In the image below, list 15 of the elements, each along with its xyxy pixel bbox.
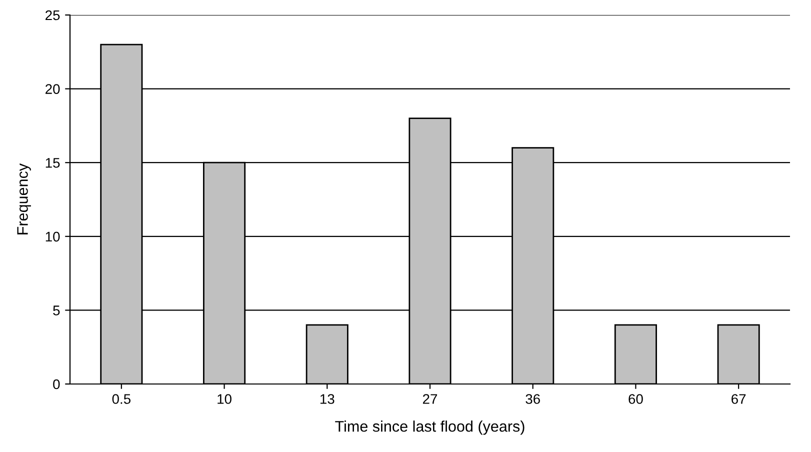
x-axis-title: Time since last flood (years) (335, 420, 524, 435)
y-tick-label: 10 (46, 232, 60, 242)
y-tick-label: 0 (53, 379, 60, 390)
y-axis-title: Frequency (17, 163, 31, 234)
x-tick-label: 10 (218, 394, 232, 404)
x-tick-label: 36 (526, 394, 540, 404)
y-tick-label: 25 (46, 10, 60, 20)
x-tick-label: 27 (422, 394, 438, 404)
x-tick-label: 67 (732, 394, 746, 404)
x-tick-label: 13 (320, 394, 334, 404)
y-tick-label: 20 (46, 84, 60, 94)
x-tick-label: 60 (628, 394, 643, 404)
y-tick-label: 5 (53, 306, 60, 316)
x-tick-label: 0.5 (112, 394, 130, 404)
y-tick-label: 15 (46, 158, 60, 168)
